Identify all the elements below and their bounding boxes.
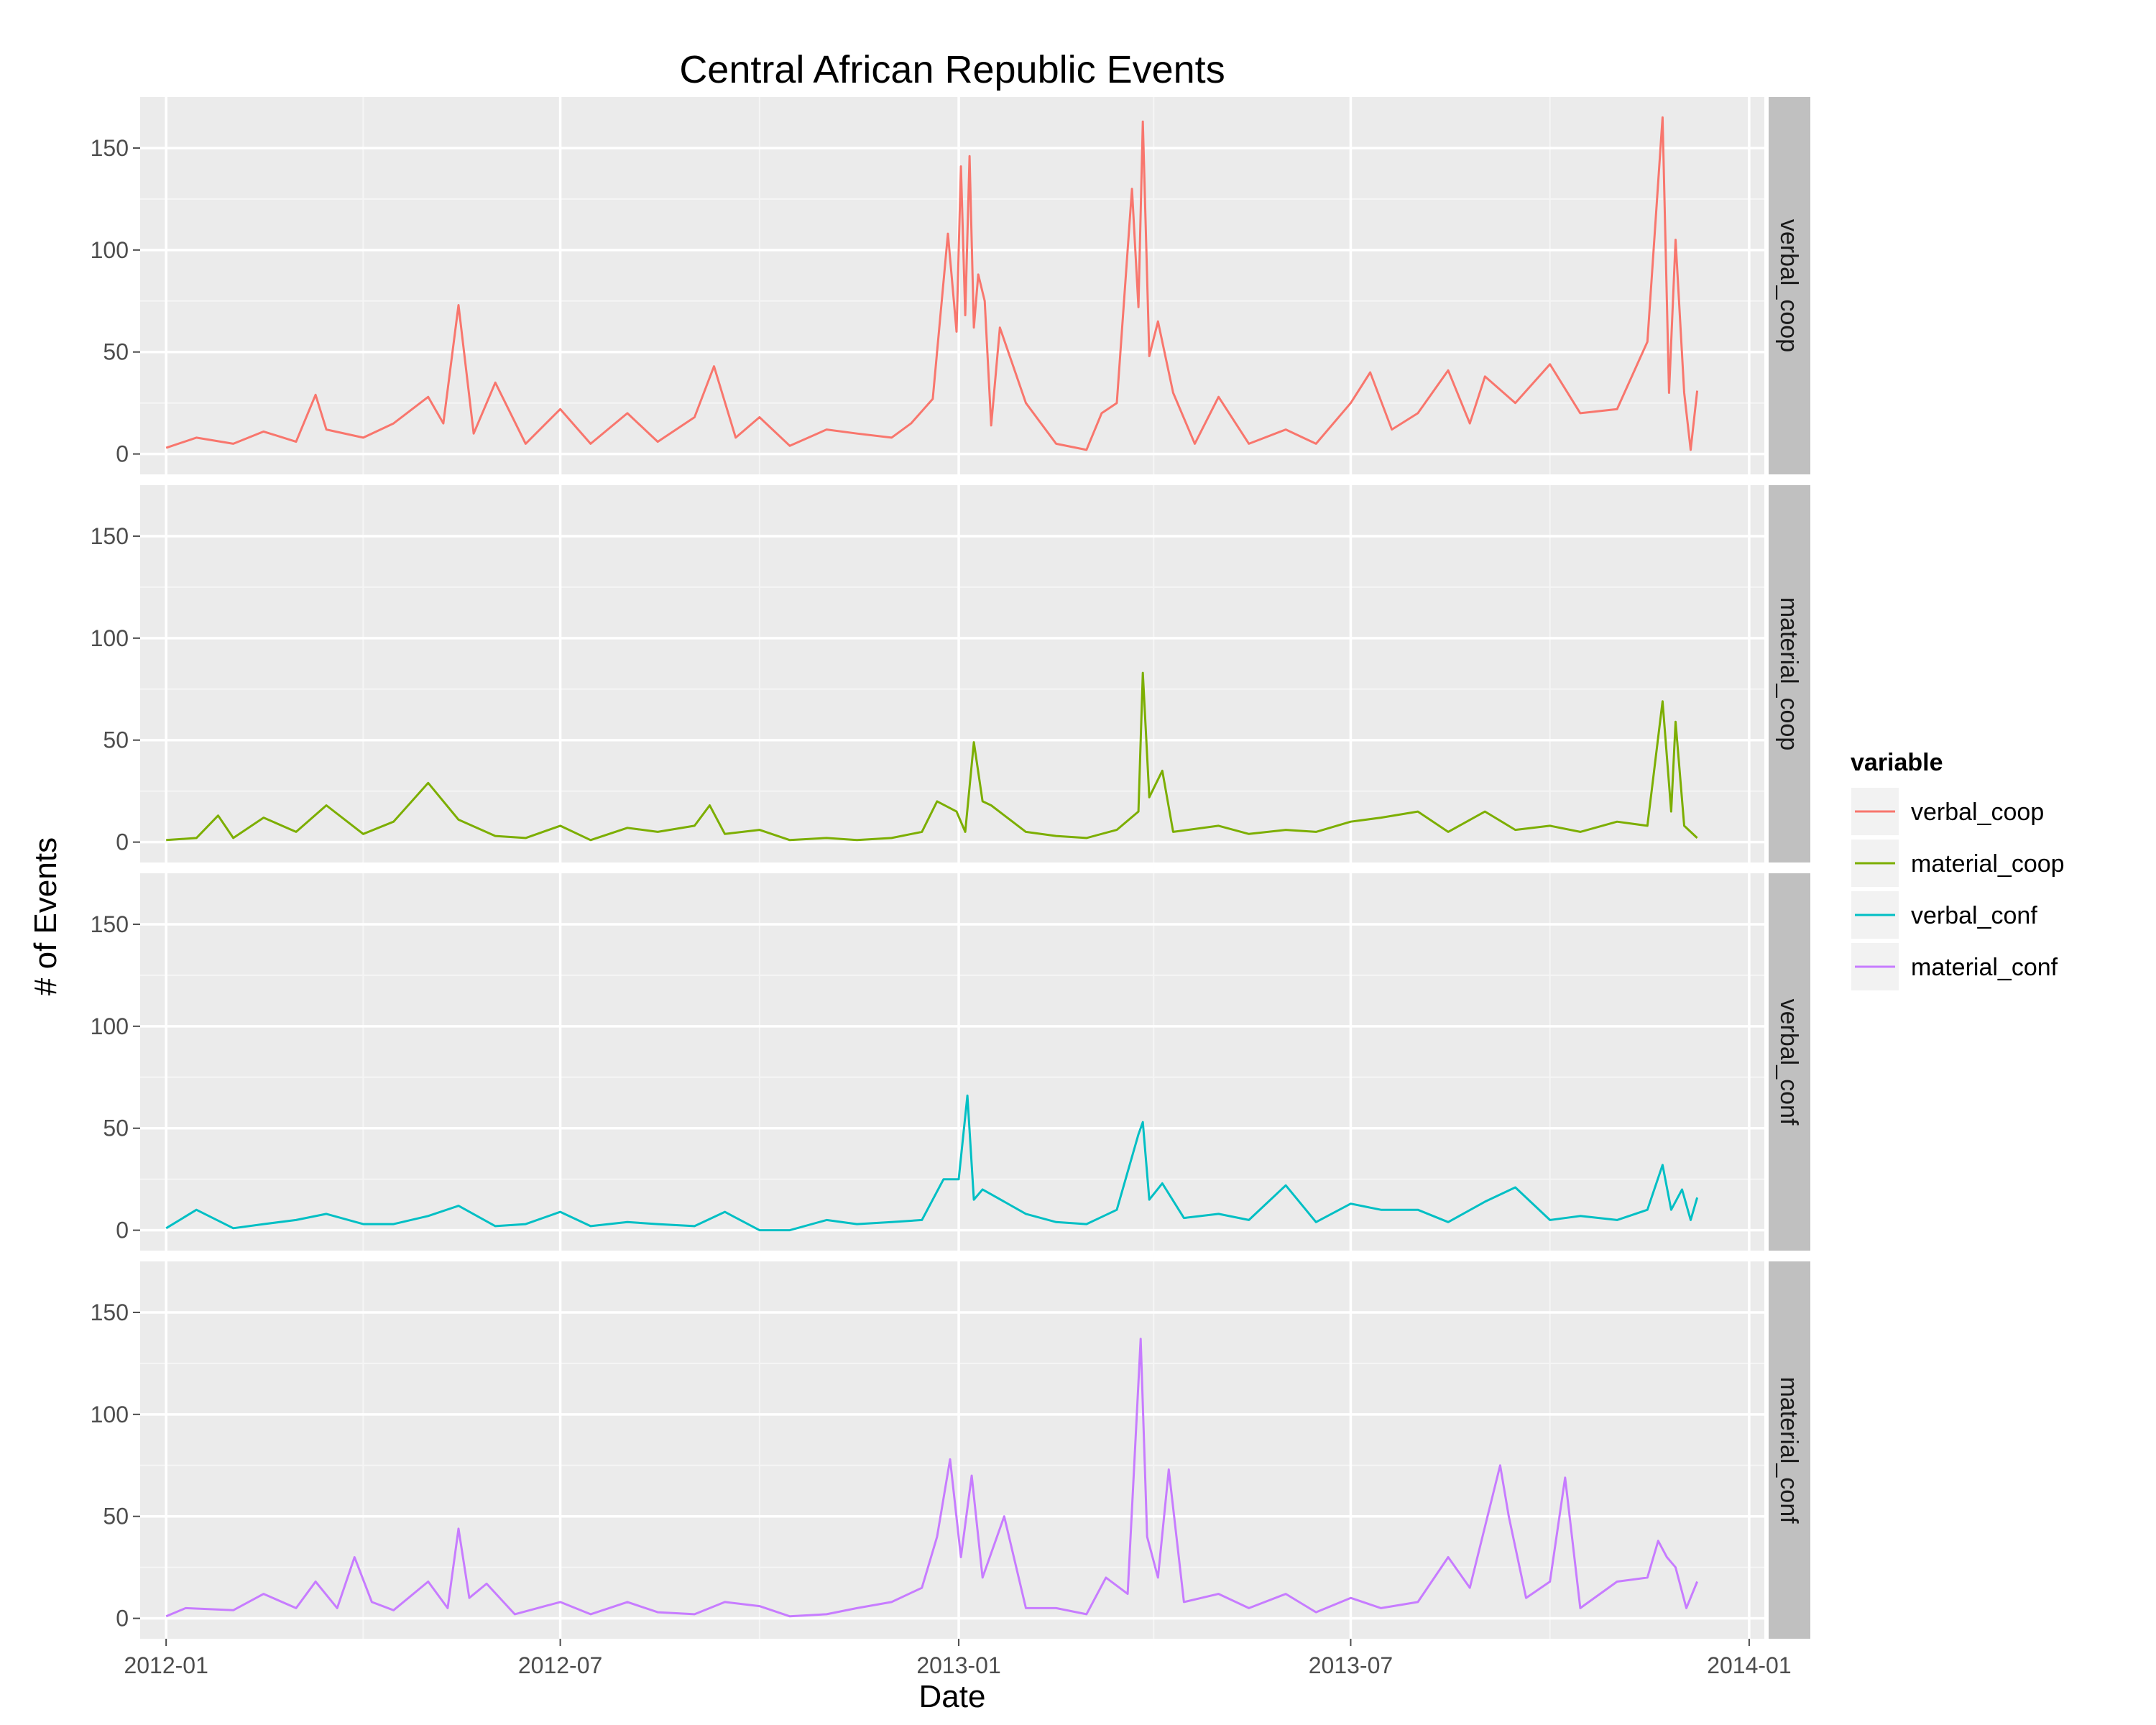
panel-background (140, 485, 1764, 862)
x-axis-title: Date (919, 1679, 986, 1714)
y-tick-label: 0 (116, 829, 129, 855)
facet-strip-label: material_conf (1775, 1376, 1802, 1524)
y-tick-label: 100 (91, 1402, 129, 1427)
facet-panels: 0 50 100 150 verbal_coop 0 50 100 150 material_co… (91, 97, 1810, 1639)
legend-item-material-coop: material_coop (1850, 838, 2065, 888)
y-tick-label: 50 (103, 1116, 129, 1141)
panel-background (140, 1261, 1764, 1639)
panel-material-conf: 0 50 100 150 material_conf (91, 1261, 1810, 1639)
panel-verbal-conf: 0 50 100 150 verbal_conf (91, 873, 1810, 1251)
y-tick-label: 0 (116, 441, 129, 467)
x-tick-label: 2013-01 (916, 1652, 1000, 1678)
legend: variable verbal_coop material_coop verbal_c… (1850, 749, 2065, 992)
y-axis-title: # of Events (28, 837, 63, 995)
facet-strip (1769, 97, 1810, 474)
y-tick-label: 150 (91, 523, 129, 549)
facet-strip-label: material_coop (1775, 597, 1802, 751)
chart-title: Central African Republic Events (679, 48, 1225, 91)
y-tick-label: 100 (91, 237, 129, 263)
y-tick-label: 100 (91, 625, 129, 651)
facet-strip-label: verbal_conf (1775, 999, 1802, 1126)
legend-label: material_conf (1911, 954, 2058, 981)
x-tick-label: 2012-01 (124, 1652, 208, 1678)
legend-label: verbal_coop (1911, 799, 2044, 826)
series-line-verbal-coop (165, 116, 1699, 451)
x-tick-label: 2013-07 (1309, 1652, 1393, 1678)
panel-background (140, 873, 1764, 1251)
series-line-material-coop (166, 671, 1698, 842)
legend-item-verbal-coop: verbal_coop (1850, 786, 2044, 837)
legend-item-material-conf: material_conf (1850, 942, 2058, 992)
facet-strip (1769, 485, 1810, 862)
x-axis: 2012-01 2012-07 2013-01 2013-07 2014-01 (124, 1639, 1792, 1678)
legend-title: variable (1851, 749, 1943, 776)
y-tick-label: 50 (103, 1504, 129, 1530)
facet-strip (1769, 873, 1810, 1251)
y-tick-label: 50 (103, 727, 129, 753)
x-tick-label: 2012-07 (518, 1652, 602, 1678)
y-tick-label: 0 (116, 1218, 129, 1243)
x-tick-label: 2014-01 (1707, 1652, 1791, 1678)
series-line-material-conf (165, 1338, 1698, 1618)
facet-strip (1769, 1261, 1810, 1639)
panel-verbal-coop: 0 50 100 150 verbal_coop (91, 97, 1810, 474)
y-tick-label: 150 (91, 135, 129, 161)
legend-label: verbal_conf (1911, 902, 2037, 929)
facet-strip-label: verbal_coop (1775, 219, 1802, 352)
y-tick-label: 150 (91, 911, 129, 937)
legend-label: material_coop (1911, 850, 2065, 878)
panel-material-coop: 0 50 100 150 material_coop (91, 485, 1810, 862)
y-tick-label: 0 (116, 1606, 129, 1632)
y-tick-label: 50 (103, 339, 129, 365)
legend-item-verbal-conf: verbal_conf (1850, 890, 2037, 940)
y-tick-label: 100 (91, 1013, 129, 1039)
series-line-verbal-conf (165, 1094, 1699, 1232)
y-tick-label: 150 (91, 1300, 129, 1325)
